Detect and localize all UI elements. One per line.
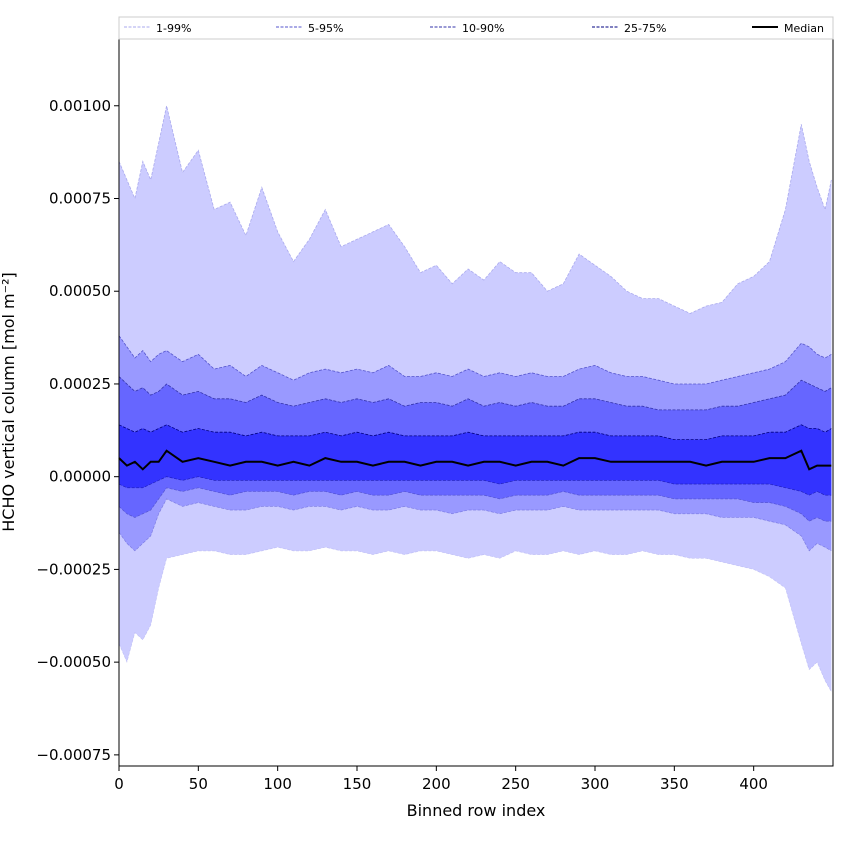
- legend-label: 1-99%: [156, 22, 191, 35]
- y-tick-label: 0.00000: [49, 468, 111, 486]
- x-tick-label: 0: [114, 775, 124, 793]
- x-axis: 0 50 100 150 200 250 300 350 400: [114, 766, 768, 793]
- legend-box: [118, 16, 834, 40]
- legend-label: Median: [784, 22, 824, 35]
- band-1-99%-lower-line: [118, 546, 832, 692]
- x-tick-label: 100: [263, 775, 292, 793]
- band-5-95%-lower-line: [118, 498, 832, 552]
- y-tick-label: −0.00025: [36, 560, 111, 578]
- y-axis: 0.00100 0.00075 0.00050 0.00025 0.00000 −0.00…: [36, 97, 119, 764]
- legend-label: 10-90%: [462, 22, 504, 35]
- median-layer: [118, 449, 832, 471]
- legend-label: 5-95%: [308, 22, 343, 35]
- band-5-95%-upper-line: [118, 335, 832, 385]
- x-tick-label: 150: [343, 775, 372, 793]
- legend-label: 25-75%: [624, 22, 666, 35]
- y-tick-label: 0.00025: [49, 375, 111, 393]
- x-tick-label: 250: [501, 775, 530, 793]
- band-25-75%-fill: [119, 424, 832, 496]
- x-tick-label: 200: [422, 775, 451, 793]
- band-10-90%-upper-line: [118, 376, 832, 411]
- x-tick-label: 50: [189, 775, 208, 793]
- x-tick-label: 400: [739, 775, 768, 793]
- y-axis-label: HCHO vertical column [mol m⁻²]: [0, 272, 18, 531]
- y-tick-label: 0.00100: [49, 97, 111, 115]
- y-tick-label: −0.00050: [36, 653, 111, 671]
- y-tick-label: 0.00075: [49, 189, 111, 207]
- band-10-90%-lower-line: [118, 487, 832, 522]
- y-tick-label: −0.00075: [36, 746, 111, 764]
- x-axis-label: Binned row index: [407, 801, 546, 820]
- median-line: [118, 449, 832, 471]
- band-25-75%-lower-line: [118, 476, 832, 496]
- y-tick-label: 0.00050: [49, 282, 111, 300]
- band-25-75%-upper-line: [118, 424, 832, 440]
- x-tick-label: 300: [581, 775, 610, 793]
- legend: 1-99% 5-95% 10-90% 25-75% Median: [118, 16, 834, 40]
- bands-layer: [118, 105, 832, 692]
- x-tick-label: 350: [660, 775, 689, 793]
- band-1-99%-upper-line: [118, 105, 832, 314]
